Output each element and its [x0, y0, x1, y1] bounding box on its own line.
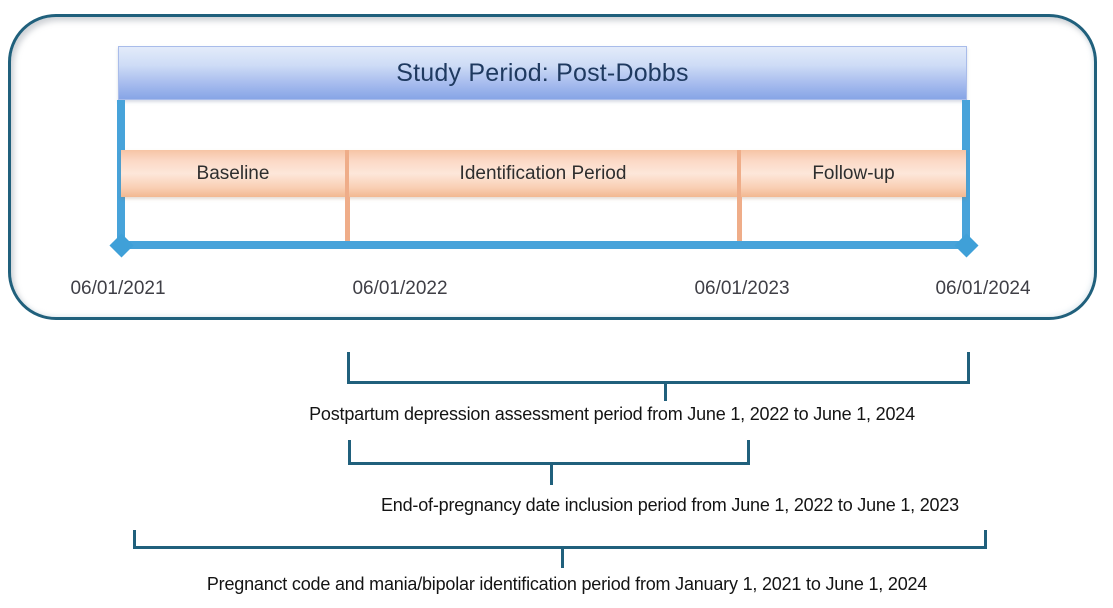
annotation-postpartum-assessment: Postpartum depression assessment period … [309, 404, 915, 424]
phase-baseline: Baseline [121, 150, 345, 197]
phase-divider-extension [345, 197, 350, 242]
bracket-stem [664, 381, 667, 401]
phase-identification-label: Identification Period [459, 162, 627, 184]
bracket-postpartum-assessment [347, 352, 970, 401]
date-label-2022: 06/01/2022 [352, 278, 448, 299]
phase-follow-up: Follow-up [741, 150, 966, 197]
bracket-pregnancy-code-identification [133, 530, 987, 568]
study-period-header: Study Period: Post-Dobbs [118, 46, 967, 100]
timeline-axis [117, 241, 970, 249]
bracket-end-of-pregnancy-inclusion [348, 440, 750, 485]
bracket-stem [561, 546, 564, 568]
date-label-2021: 06/01/2021 [70, 278, 166, 299]
phase-identification-period: Identification Period [349, 150, 737, 197]
date-label-2023: 06/01/2023 [694, 278, 790, 299]
annotation-pregnancy-code-identification: Pregnanct code and mania/bipolar identif… [206, 574, 928, 594]
phase-band: Baseline Identification Period Follow-up [121, 150, 966, 197]
phase-divider [737, 150, 741, 197]
annotation-end-of-pregnancy-inclusion: End-of-pregnancy date inclusion period f… [381, 495, 959, 515]
timeline-right-edge [962, 100, 970, 241]
phase-divider [345, 150, 349, 197]
date-label-2024: 06/01/2024 [935, 278, 1031, 299]
bracket-stem [550, 462, 553, 485]
phase-divider-extension [737, 197, 742, 242]
phase-baseline-label: Baseline [196, 162, 270, 184]
study-period-title: Study Period: Post-Dobbs [396, 58, 689, 87]
phase-follow-up-label: Follow-up [812, 162, 895, 184]
